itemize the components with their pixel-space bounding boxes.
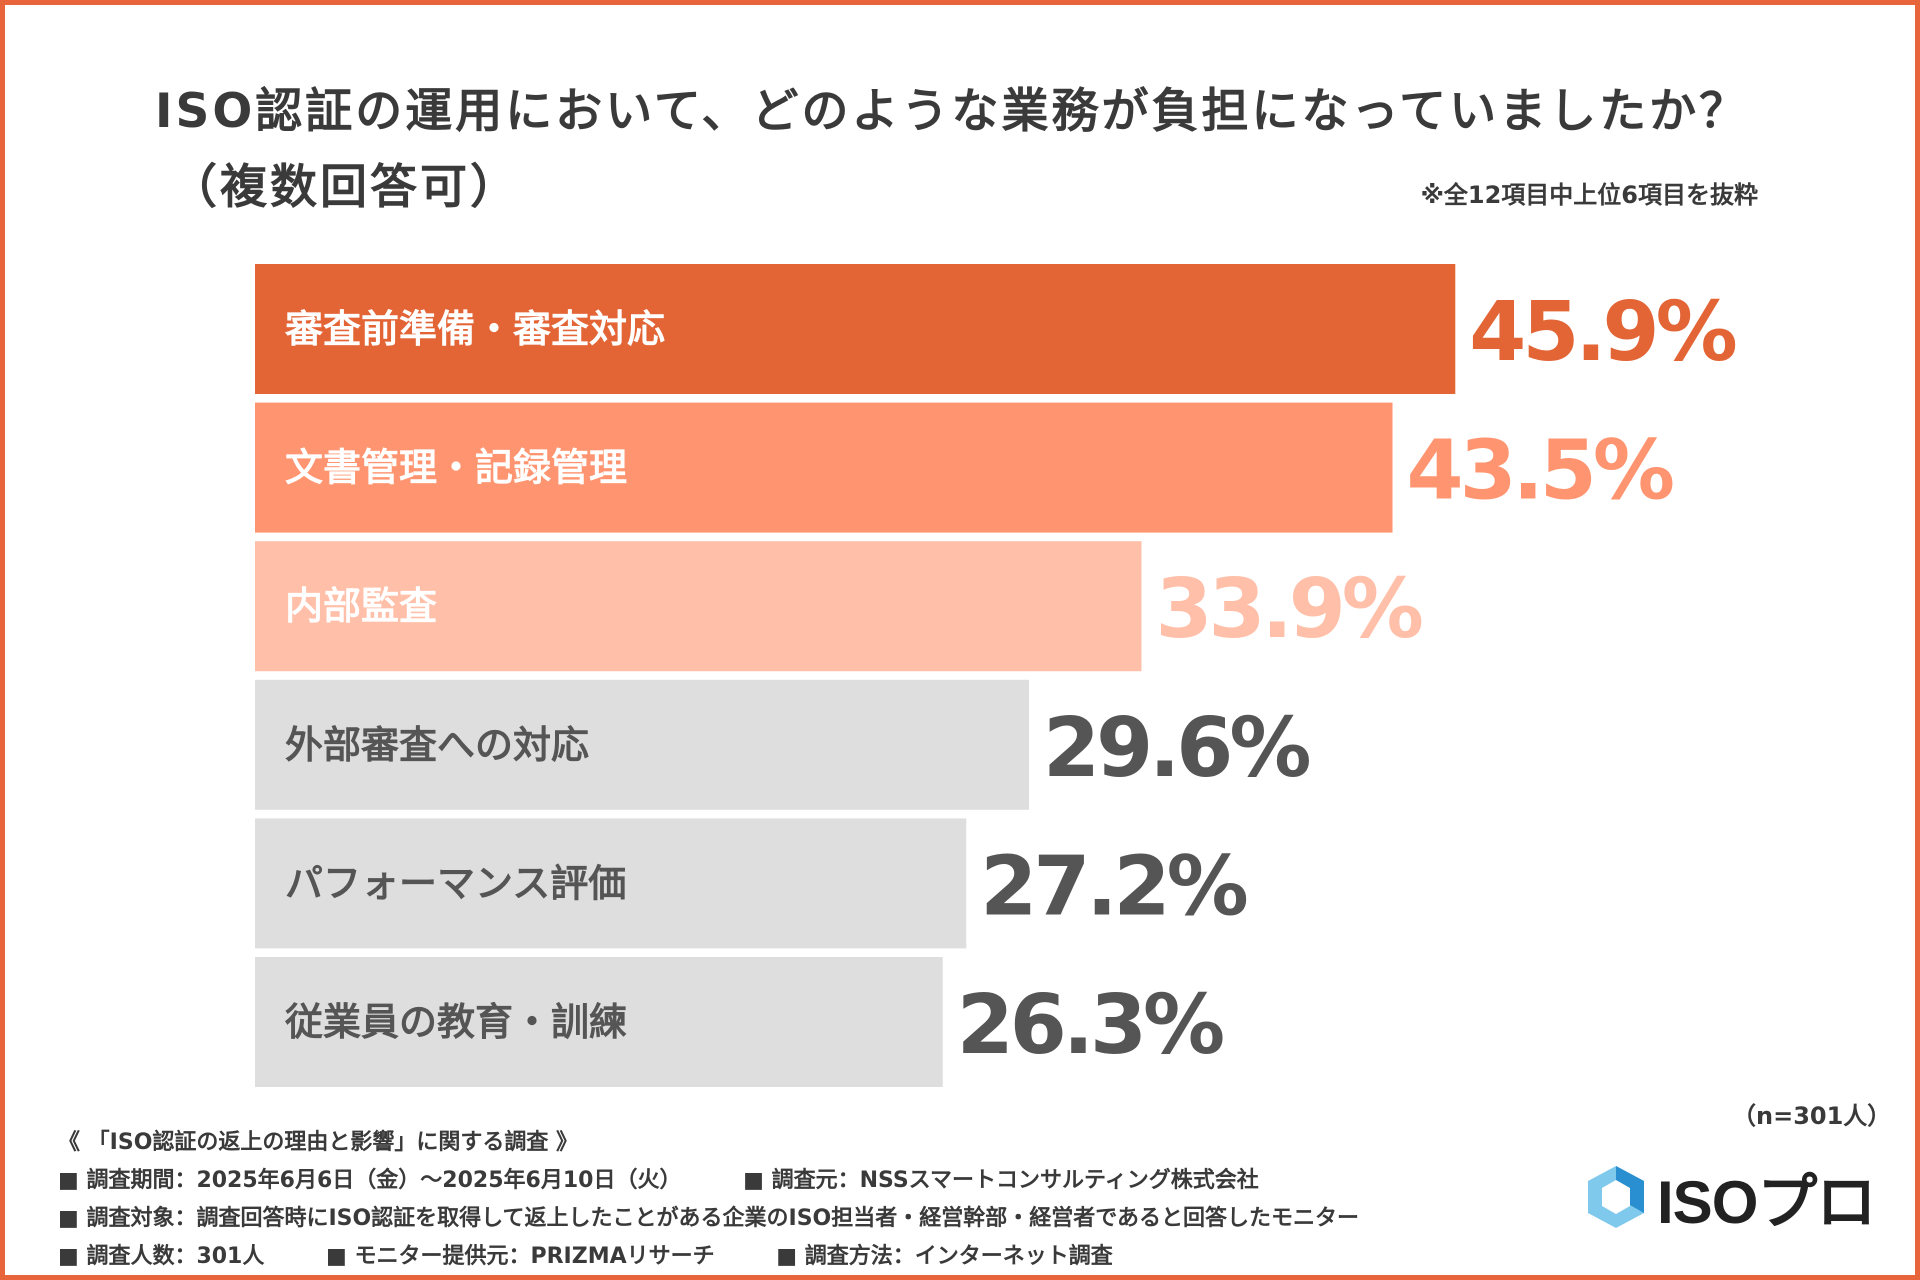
bar-label-6: 従業員の教育・訓練 [284, 1000, 627, 1044]
survey-target: ■ 調査対象：調査回答時にISO認証を取得して返上したことがある企業のISO担当… [58, 1206, 1360, 1231]
bar-5 [255, 818, 967, 949]
brand-logo: ISOプロ [1585, 1162, 1876, 1236]
hexagon-logo-icon [1588, 1166, 1644, 1228]
excerpt-note: ※全12項目中上位6項目を抜粋 [1420, 181, 1758, 209]
chart-subtitle: （複数回答可） [170, 160, 520, 215]
value-label-5: 27.2% [980, 839, 1246, 934]
bar-label-4: 外部審査への対応 [285, 723, 589, 767]
value-label-2: 43.5% [1407, 424, 1673, 519]
bar-4 [255, 679, 1030, 810]
chart-title: ISO認証の運用において、どのような業務が負担になっていましたか？ [155, 84, 1750, 139]
survey-footer: 《 「ISO認証の返上の理由と影響」に関する調査 》 ■ 調査期間：2025年6… [58, 1124, 1359, 1276]
value-label-4: 29.6% [1043, 701, 1309, 796]
bar-label-1: 審査前準備・審査対応 [284, 307, 665, 351]
bar-3 [255, 541, 1142, 672]
bar-1 [255, 264, 1456, 394]
bar-label-5: パフォーマンス評価 [285, 861, 626, 905]
survey-provider: ■ モニター提供元：PRIZMAリサーチ [326, 1244, 715, 1269]
value-label-6: 26.3% [957, 978, 1223, 1073]
value-label-3: 33.9% [1155, 562, 1421, 657]
survey-title: 《 「ISO認証の返上の理由と影響」に関する調査 》 [58, 1130, 579, 1155]
survey-method: ■ 調査方法：インターネット調査 [776, 1244, 1113, 1269]
bar-6 [255, 957, 943, 1087]
survey-organizer: ■ 調査元：NSSスマートコンサルティング株式会社 [743, 1168, 1259, 1193]
brand-logo-text: ISOプロ [1657, 1168, 1876, 1236]
survey-count: ■ 調査人数：301人 [58, 1244, 265, 1269]
bar-label-3: 内部監査 [285, 584, 437, 628]
value-label-1: 45.9% [1469, 285, 1735, 380]
bar-2 [255, 402, 1393, 533]
survey-period: ■ 調査期間：2025年6月6日（金）～2025年6月10日（火） [58, 1168, 682, 1193]
bar-label-2: 文書管理・記録管理 [285, 446, 627, 490]
sample-size-note: （n=301人） [1732, 1102, 1892, 1130]
